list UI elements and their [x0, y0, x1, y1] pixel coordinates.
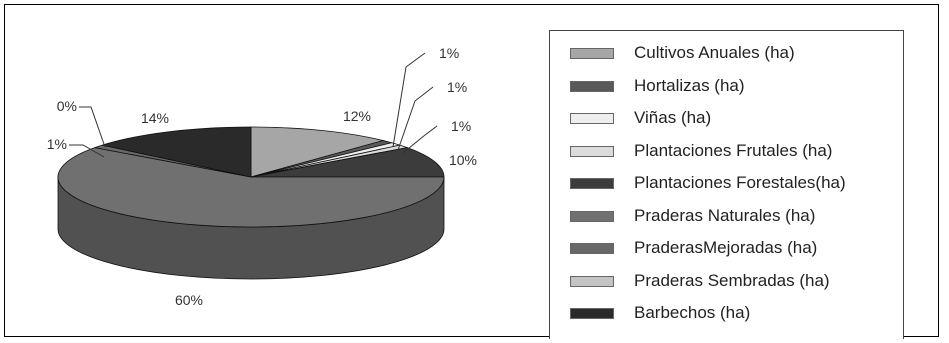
leader-line — [69, 144, 105, 158]
legend-item: Plantaciones Forestales(ha) — [550, 169, 903, 197]
legend-label: Plantaciones Frutales (ha) — [634, 140, 833, 160]
slice-percent-label: 1% — [47, 136, 67, 152]
legend-label: PraderasMejoradas (ha) — [634, 238, 818, 257]
legend-item: Praderas Naturales (ha) — [550, 202, 903, 230]
legend-swatch — [570, 113, 614, 124]
pie-top — [57, 126, 445, 228]
leader-line — [392, 52, 426, 148]
legend-item: Plantaciones Frutales (ha) — [550, 137, 903, 165]
legend-item: Hortalizas (ha) — [550, 72, 903, 100]
chart-frame: 12% 1% 1% 1% 10% 60% 1% 0% 14% Cultivos Anuales … — [4, 4, 939, 339]
legend-item: Praderas Sembradas (ha) — [550, 267, 903, 295]
legend: Cultivos Anuales (ha) Hortalizas (ha) Viña… — [549, 30, 904, 339]
legend-label: Viñas (ha) — [634, 108, 712, 127]
legend-item: Viñas (ha) — [550, 104, 903, 132]
leader-line — [402, 125, 438, 154]
legend-swatch — [570, 308, 614, 319]
pie-slice — [57, 147, 445, 228]
slice-percent-label: 14% — [141, 110, 169, 126]
legend-item: Barbechos (ha) — [550, 299, 903, 327]
legend-swatch — [570, 178, 614, 189]
slice-percent-label: 0% — [57, 98, 77, 114]
legend-swatch — [570, 145, 614, 157]
leader-line — [397, 86, 434, 151]
pie-slice — [100, 126, 252, 178]
legend-swatch — [570, 243, 614, 254]
slice-percent-label: 10% — [449, 152, 477, 168]
pie-chart: 12% 1% 1% 1% 10% 60% 1% 0% 14% — [47, 45, 477, 308]
legend-label: Praderas Naturales (ha) — [634, 205, 816, 225]
slice-percent-label: 1% — [439, 45, 459, 61]
pie-labels: 12% 1% 1% 1% 10% 60% 1% 0% 14% — [47, 45, 477, 308]
leader-line — [79, 106, 106, 148]
legend-swatch — [570, 48, 614, 59]
slice-percent-label: 12% — [343, 108, 371, 124]
legend-item: Cultivos Anuales (ha) — [550, 39, 903, 67]
legend-label: Cultivos Anuales (ha) — [634, 43, 795, 62]
legend-label: Hortalizas (ha) — [634, 75, 745, 95]
legend-label: Plantaciones Forestales(ha) — [634, 173, 846, 192]
legend-swatch — [570, 275, 614, 287]
legend-swatch — [570, 210, 614, 222]
pie-slice — [250, 126, 385, 178]
legend-swatch — [570, 80, 614, 92]
legend-item: PraderasMejoradas (ha) — [550, 234, 903, 262]
legend-label: Praderas Sembradas (ha) — [634, 270, 830, 290]
slice-percent-label: 1% — [451, 118, 471, 134]
legend-label: Barbechos (ha) — [634, 303, 751, 322]
pie-slice — [250, 147, 445, 178]
slice-percent-label: 60% — [175, 292, 203, 308]
slice-percent-label: 1% — [447, 79, 467, 95]
